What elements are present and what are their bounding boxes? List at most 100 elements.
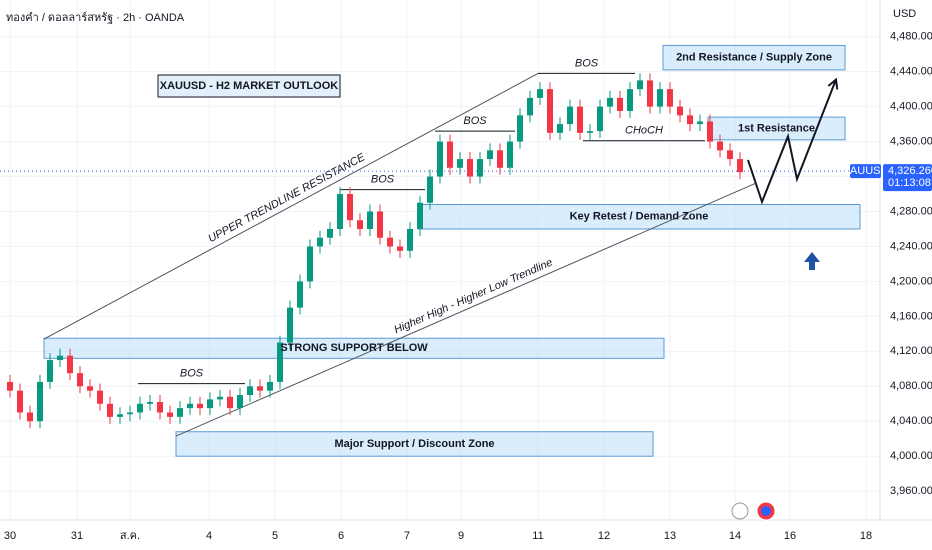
header: ทองคำ / ดอลลาร์สหรัฐ · 2h · OANDA [6,11,185,24]
candle-body [47,360,53,382]
price-tag [883,164,932,192]
candle-body [427,176,433,203]
zone [417,204,861,230]
x-tick-label: 18 [860,530,872,542]
candle-body [137,403,143,413]
x-tick-label: 13 [664,530,676,542]
candle-body [97,390,103,404]
candle-body [497,150,503,168]
x-tick-label: 9 [458,530,464,542]
up-arrow-icon [804,252,820,270]
candle-body [657,89,663,107]
candle-body [217,396,223,400]
countdown-label: 01:13:08 [888,177,931,189]
annotations [0,44,880,457]
candle-body [57,355,63,361]
candle-body [447,141,453,168]
candle-body [437,141,443,177]
candle-body [727,150,733,160]
candle-body [527,97,533,116]
candle-body [577,106,583,133]
title-box [157,74,341,98]
candle-body [197,403,203,409]
candle-body [127,412,133,415]
candle-body [557,124,563,133]
candle-body [667,89,673,107]
trendline [175,183,756,437]
candle-body [7,381,13,391]
y-tick-label: 4,120.000 [890,345,932,357]
candle-body [377,211,383,238]
candle-body [537,89,543,98]
candle-body [587,131,593,133]
x-tick-label: ส.ค. [120,530,140,542]
candle-body [567,106,573,125]
candle-body [167,412,173,417]
candle-body [407,228,413,251]
candle-body [617,97,623,111]
candle-body [317,237,323,247]
candle-body [627,89,633,111]
candle-body [417,202,423,229]
candle-body [607,97,613,107]
candle-body [327,228,333,238]
x-tick-label: 4 [206,530,212,542]
candle-body [637,80,643,90]
x-tick-label: 6 [338,530,344,542]
candle-body [287,307,293,343]
candle-body [737,159,743,173]
candle-body [367,211,373,229]
zone [662,44,846,71]
candle-body [147,402,153,404]
candle-body [357,220,363,229]
candle-body [687,115,693,125]
x-tick-label: 31 [71,530,83,542]
y-tick-label: 4,400.000 [890,101,932,113]
y-tick-label: 4,200.000 [890,275,932,287]
candle-body [477,159,483,177]
y-tick-label: 4,240.000 [890,240,932,252]
trendline [43,72,539,340]
zone-label: 2nd Resistance / Supply Zone [676,52,832,64]
candle-body [467,159,473,177]
projection-arrowhead [827,77,839,90]
x-tick-label: 12 [598,530,610,542]
candle-body [647,80,653,107]
structure-label: BOS [371,174,395,186]
candle-body [77,373,83,387]
candle-body [677,106,683,116]
projection-path [747,79,837,205]
candle-body [177,408,183,417]
candle-body [387,237,393,247]
symbol-label: XAUUSD [843,165,889,177]
candle-body [187,403,193,409]
x-tick-label: 11 [532,530,543,542]
zone-label: Key Retest / Demand Zone [570,211,709,223]
candle-body [247,386,253,396]
candle-body [697,121,703,125]
event-icon-inner [761,506,771,516]
y-tick-label: 4,280.000 [890,205,932,217]
candle-body [347,194,353,221]
zone [175,431,654,457]
candle-body [307,246,313,282]
y-tick-label: 4,360.000 [890,135,932,147]
y-tick-label: 4,040.000 [890,415,932,427]
candle-body [297,281,303,308]
y-tick-label: 4,000.000 [890,450,932,462]
candle-body [277,342,283,382]
candle-body [707,121,713,142]
candle-body [227,396,233,409]
structure-label: BOS [463,115,487,127]
currency: USD [893,8,916,20]
last-price-label: 4,326.260 [888,165,932,177]
candle-body [17,390,23,413]
candle-body [117,414,123,417]
candle-body [717,141,723,151]
candle-body [597,106,603,132]
y-tick-label: 4,160.000 [890,310,932,322]
event-icon[interactable] [731,502,749,520]
candle-body [547,89,553,133]
